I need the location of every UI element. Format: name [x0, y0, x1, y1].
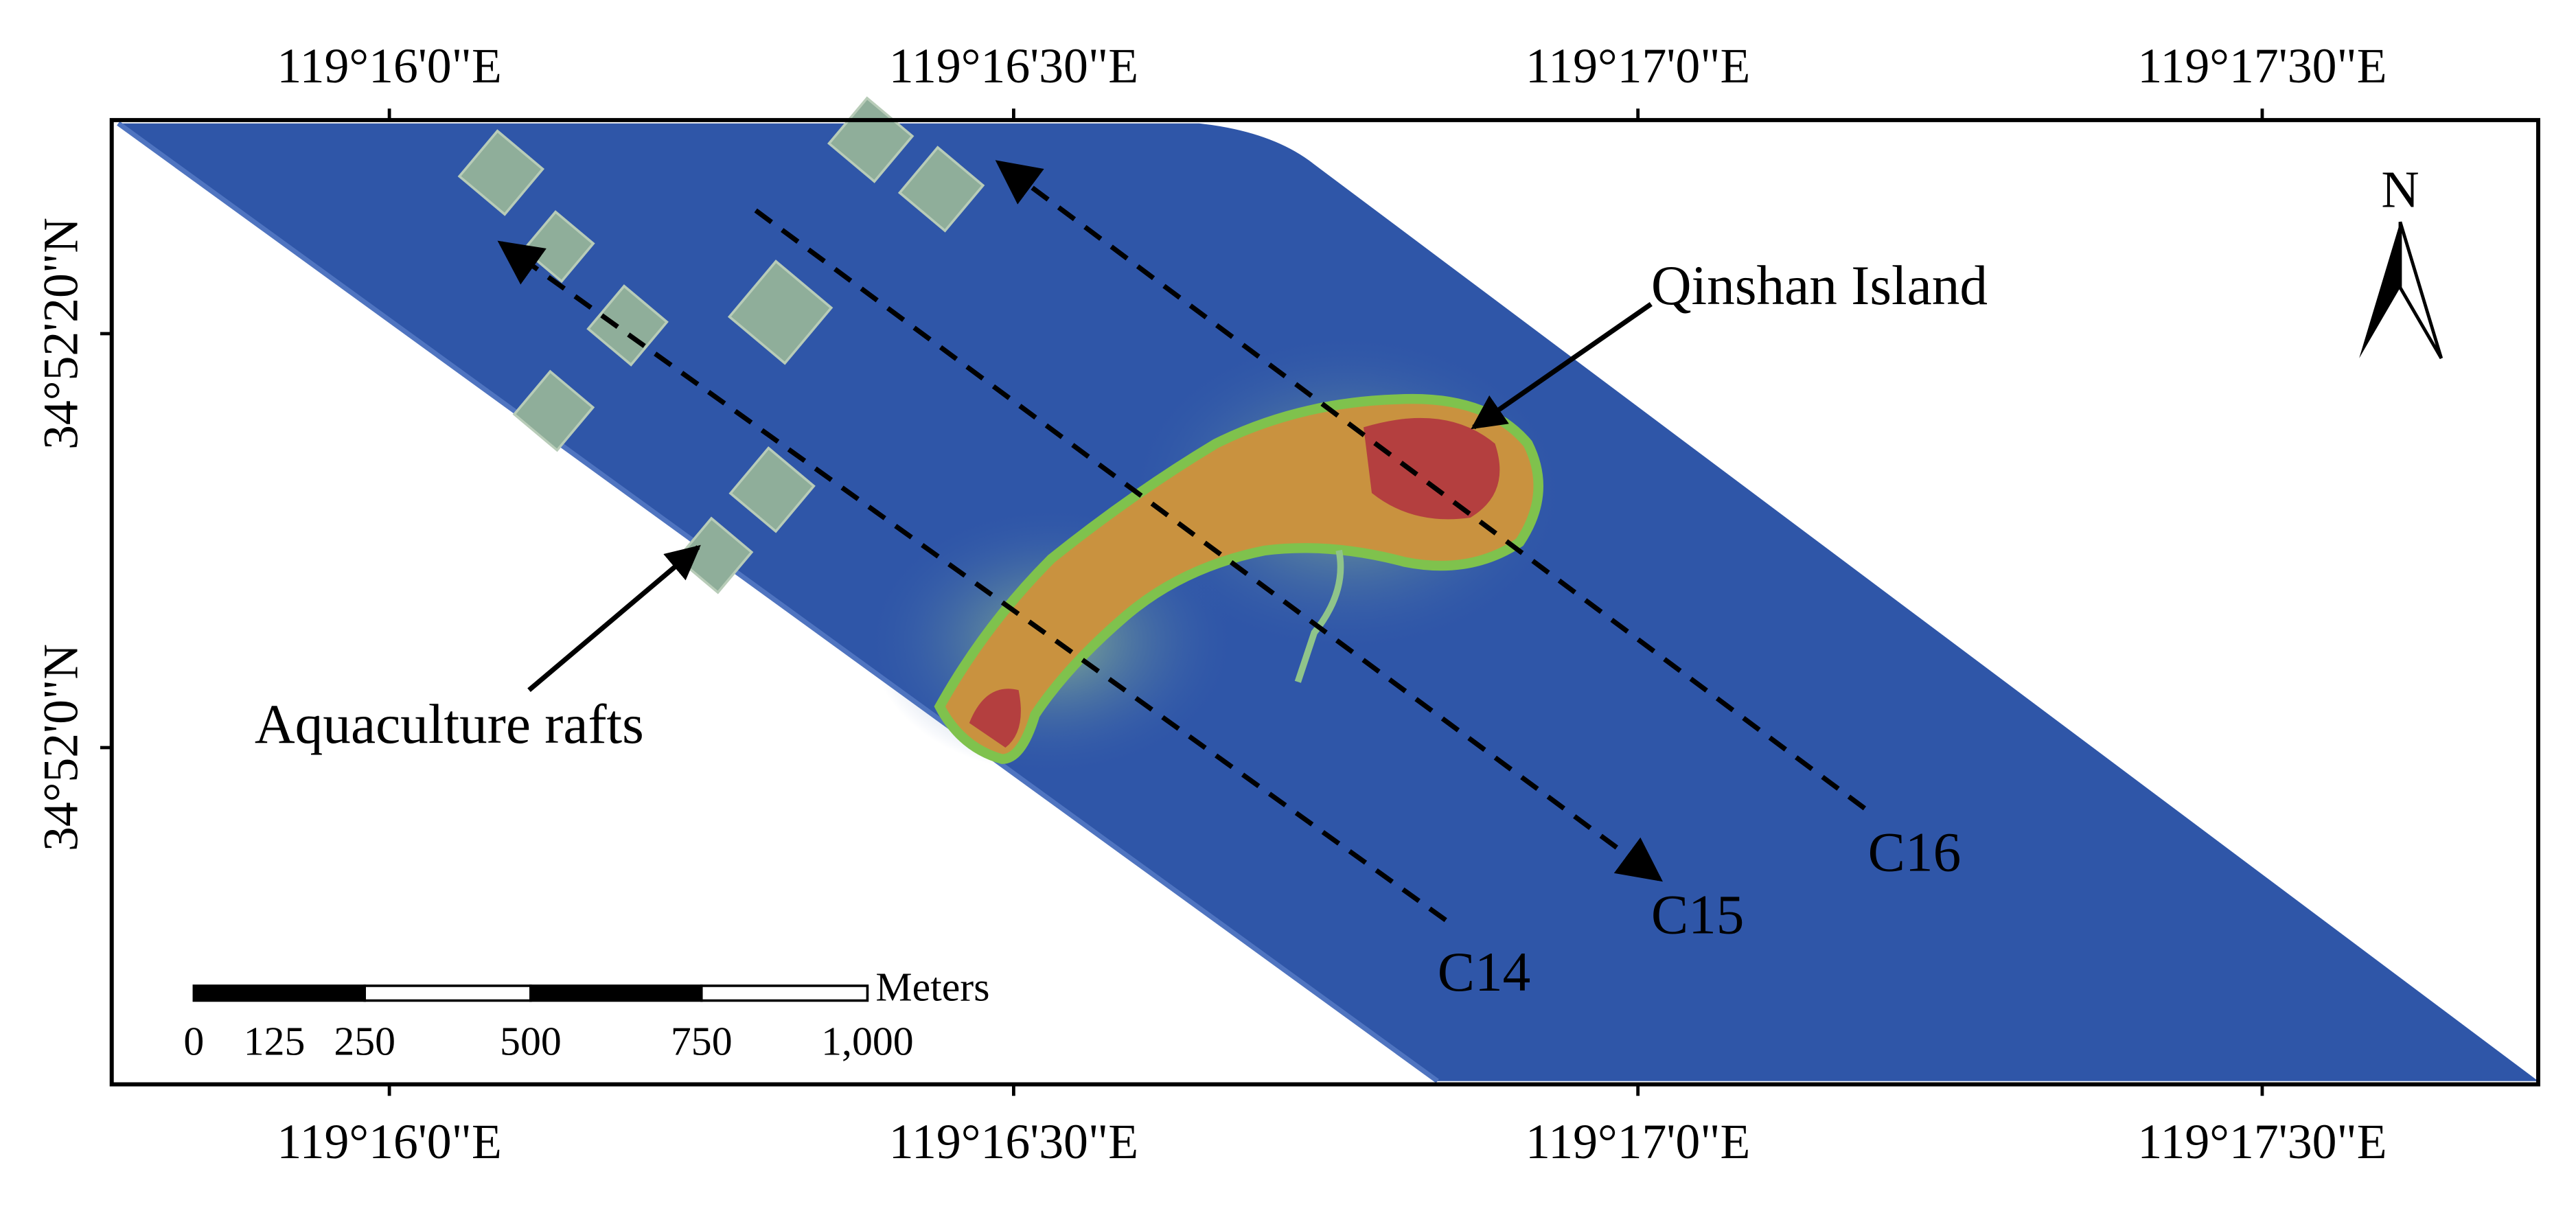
map-frame — [109, 117, 2540, 1087]
scale-segment — [700, 984, 869, 1002]
scale-label: 250 — [334, 1018, 395, 1063]
scale-label: 125 — [244, 1018, 306, 1063]
transect-line — [754, 208, 1663, 882]
transect-label: C15 — [1651, 884, 1745, 945]
scale-unit: Meters — [875, 964, 989, 1009]
island-label: Qinshan Island — [1651, 255, 1988, 316]
latitude-label: 34°52'20"N — [33, 218, 88, 450]
longitude-label: 119°16'0"E — [277, 1114, 501, 1169]
transect-label: C16 — [1868, 821, 1962, 883]
raft — [728, 446, 816, 533]
scale-label: 500 — [500, 1018, 562, 1063]
raft — [457, 129, 545, 216]
longitude-label: 119°17'0"E — [1526, 1114, 1750, 1169]
longitude-label: 119°16'30"E — [889, 1114, 1138, 1169]
longitude-label: 119°17'30"E — [2137, 38, 2387, 93]
north-arrow — [2398, 221, 2443, 360]
scale-segment — [529, 984, 703, 1002]
longitude-label: 119°16'0"E — [277, 38, 501, 93]
rafts — [457, 96, 985, 595]
raft — [727, 260, 833, 365]
longitude-label: 119°16'30"E — [889, 38, 1138, 93]
raft — [897, 146, 985, 233]
scale-segment — [192, 984, 367, 1002]
annotation-arrow — [527, 544, 701, 692]
latitude-label: 34°52'0"N — [33, 644, 88, 851]
scale-segment — [363, 984, 532, 1002]
pier — [1294, 549, 1344, 683]
transect-line — [497, 240, 1447, 923]
transect-label: C14 — [1438, 941, 1531, 1003]
rafts-label: Aquaculture rafts — [255, 693, 644, 755]
scale-label: 0 — [183, 1018, 204, 1063]
raft — [586, 284, 669, 367]
raft — [512, 369, 595, 452]
scale-label: 750 — [671, 1018, 733, 1063]
island-peak — [969, 689, 1021, 748]
frame-ticks — [100, 108, 2264, 1096]
swath-edge — [117, 121, 1439, 1083]
longitude-label: 119°17'30"E — [2137, 1114, 2387, 1169]
scale-label: 1,000 — [821, 1018, 914, 1063]
longitude-label: 119°17'0"E — [1526, 38, 1750, 93]
north-arrow — [2359, 222, 2400, 358]
north-label: N — [2381, 161, 2419, 219]
scale-bar — [192, 984, 869, 1002]
annotation-arrow — [1471, 301, 1653, 430]
transect-line — [995, 160, 1867, 811]
island-peak — [1364, 417, 1500, 520]
